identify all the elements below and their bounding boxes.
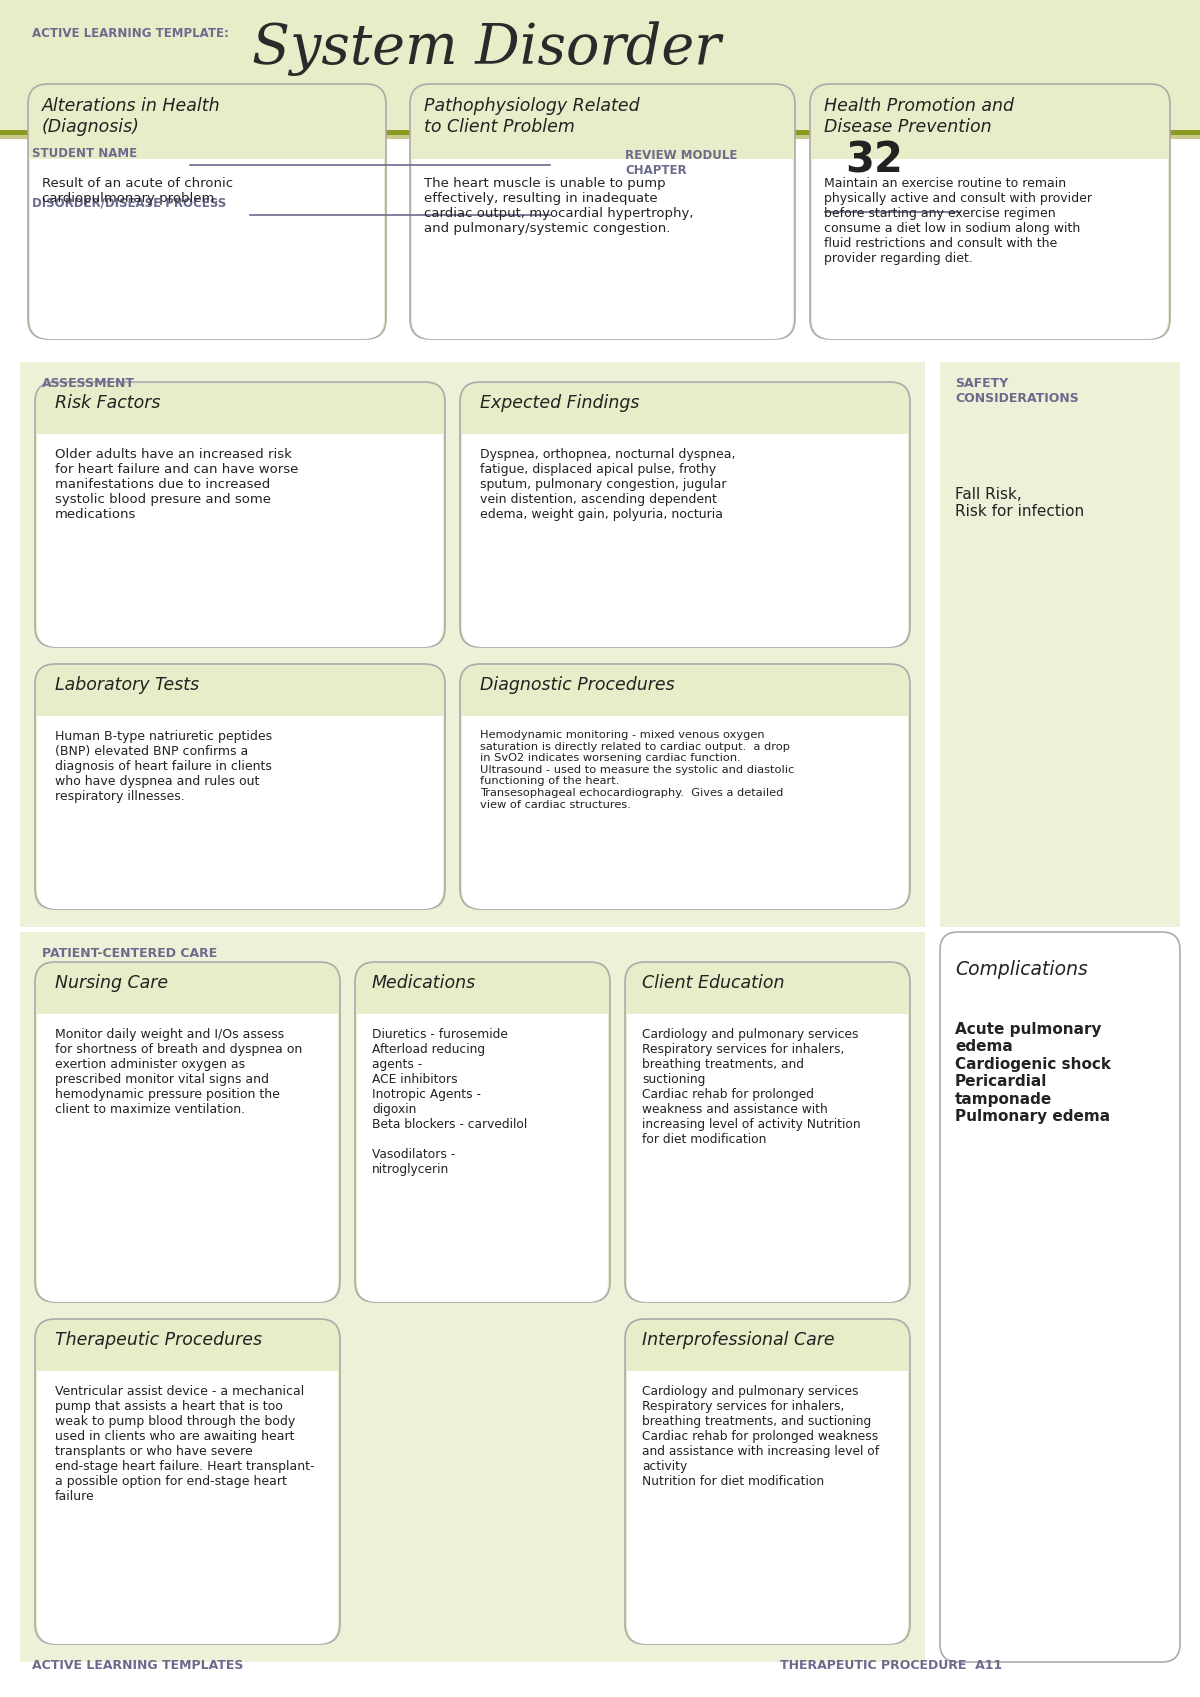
Bar bbox=[462, 716, 908, 738]
Text: ASSESSMENT: ASSESSMENT bbox=[42, 377, 134, 390]
Text: Interprofessional Care: Interprofessional Care bbox=[642, 1330, 835, 1349]
Bar bbox=[358, 1015, 608, 1035]
Bar bbox=[628, 1015, 908, 1035]
FancyBboxPatch shape bbox=[410, 83, 794, 339]
Text: Health Promotion and
Disease Prevention: Health Promotion and Disease Prevention bbox=[824, 97, 1014, 136]
FancyBboxPatch shape bbox=[628, 1371, 908, 1644]
Text: THERAPEUTIC PROCEDURE  A11: THERAPEUTIC PROCEDURE A11 bbox=[780, 1660, 1002, 1672]
FancyBboxPatch shape bbox=[35, 382, 445, 647]
FancyBboxPatch shape bbox=[35, 962, 340, 1302]
Text: Risk Factors: Risk Factors bbox=[55, 394, 161, 412]
Bar bbox=[20, 361, 925, 927]
Text: Ventricular assist device - a mechanical
pump that assists a heart that is too
w: Ventricular assist device - a mechanical… bbox=[55, 1385, 314, 1504]
Text: Fall Risk,
Risk for infection: Fall Risk, Risk for infection bbox=[955, 487, 1084, 519]
Text: Laboratory Tests: Laboratory Tests bbox=[55, 675, 199, 694]
Bar bbox=[462, 434, 908, 456]
FancyBboxPatch shape bbox=[940, 932, 1180, 1661]
FancyBboxPatch shape bbox=[462, 716, 908, 910]
Text: Diagnostic Procedures: Diagnostic Procedures bbox=[480, 675, 674, 694]
FancyBboxPatch shape bbox=[628, 1015, 908, 1302]
Bar bbox=[812, 160, 1168, 182]
Bar bbox=[0, 136, 1200, 139]
Bar bbox=[37, 1015, 338, 1035]
Text: Pathophysiology Related
to Client Problem: Pathophysiology Related to Client Proble… bbox=[424, 97, 640, 136]
Text: Expected Findings: Expected Findings bbox=[480, 394, 640, 412]
Text: Cardiology and pulmonary services
Respiratory services for inhalers,
breathing t: Cardiology and pulmonary services Respir… bbox=[642, 1028, 860, 1145]
Text: Diuretics - furosemide
Afterload reducing
agents -
ACE inhibitors
Inotropic Agen: Diuretics - furosemide Afterload reducin… bbox=[372, 1028, 527, 1176]
Text: Acute pulmonary
edema
Cardiogenic shock
Pericardial
tamponade
Pulmonary edema: Acute pulmonary edema Cardiogenic shock … bbox=[955, 1022, 1111, 1123]
Bar bbox=[30, 160, 384, 182]
FancyBboxPatch shape bbox=[30, 160, 384, 339]
Text: Alterations in Health
(Diagnosis): Alterations in Health (Diagnosis) bbox=[42, 97, 221, 136]
Text: STUDENT NAME: STUDENT NAME bbox=[32, 148, 137, 160]
Text: ACTIVE LEARNING TEMPLATES: ACTIVE LEARNING TEMPLATES bbox=[32, 1660, 244, 1672]
FancyBboxPatch shape bbox=[37, 1371, 338, 1644]
FancyBboxPatch shape bbox=[35, 664, 445, 910]
Text: PATIENT-CENTERED CARE: PATIENT-CENTERED CARE bbox=[42, 947, 217, 961]
FancyBboxPatch shape bbox=[28, 83, 386, 339]
FancyBboxPatch shape bbox=[625, 1319, 910, 1644]
Text: Complications: Complications bbox=[955, 961, 1087, 979]
FancyBboxPatch shape bbox=[37, 1015, 338, 1302]
Text: Medications: Medications bbox=[372, 974, 476, 993]
Bar bbox=[412, 160, 793, 182]
FancyBboxPatch shape bbox=[810, 83, 1170, 339]
Text: Monitor daily weight and I/Os assess
for shortness of breath and dyspnea on
exer: Monitor daily weight and I/Os assess for… bbox=[55, 1028, 302, 1117]
Text: Maintain an exercise routine to remain
physically active and consult with provid: Maintain an exercise routine to remain p… bbox=[824, 176, 1092, 265]
FancyBboxPatch shape bbox=[812, 160, 1168, 339]
Text: Older adults have an increased risk
for heart failure and can have worse
manifes: Older adults have an increased risk for … bbox=[55, 448, 299, 521]
FancyBboxPatch shape bbox=[35, 1319, 340, 1644]
Text: Client Education: Client Education bbox=[642, 974, 785, 993]
Text: The heart muscle is unable to pump
effectively, resulting in inadequate
cardiac : The heart muscle is unable to pump effec… bbox=[424, 176, 694, 234]
Text: Therapeutic Procedures: Therapeutic Procedures bbox=[55, 1330, 262, 1349]
Text: ACTIVE LEARNING TEMPLATE:: ACTIVE LEARNING TEMPLATE: bbox=[32, 27, 229, 41]
FancyBboxPatch shape bbox=[37, 716, 443, 910]
Bar bbox=[37, 1371, 338, 1393]
FancyBboxPatch shape bbox=[355, 962, 610, 1302]
FancyBboxPatch shape bbox=[37, 434, 443, 647]
Bar bbox=[628, 1371, 908, 1393]
Text: System Disorder: System Disorder bbox=[252, 20, 721, 76]
Bar bbox=[0, 129, 1200, 136]
Bar bbox=[940, 361, 1180, 927]
Text: DISORDER/DISEASE PROCESS: DISORDER/DISEASE PROCESS bbox=[32, 197, 227, 210]
Text: 32: 32 bbox=[845, 139, 902, 182]
FancyBboxPatch shape bbox=[358, 1015, 608, 1302]
Bar bbox=[37, 434, 443, 456]
Bar bbox=[37, 716, 443, 738]
Text: REVIEW MODULE
CHAPTER: REVIEW MODULE CHAPTER bbox=[625, 149, 737, 176]
Text: SAFETY
CONSIDERATIONS: SAFETY CONSIDERATIONS bbox=[955, 377, 1079, 406]
Text: Dyspnea, orthopnea, nocturnal dyspnea,
fatigue, displaced apical pulse, frothy
s: Dyspnea, orthopnea, nocturnal dyspnea, f… bbox=[480, 448, 736, 521]
FancyBboxPatch shape bbox=[625, 962, 910, 1302]
Text: Result of an acute of chronic
cardiopulmonary problem.: Result of an acute of chronic cardiopulm… bbox=[42, 176, 233, 205]
FancyBboxPatch shape bbox=[460, 382, 910, 647]
FancyBboxPatch shape bbox=[412, 160, 793, 339]
FancyBboxPatch shape bbox=[462, 434, 908, 647]
Bar bbox=[20, 932, 925, 1661]
Bar bbox=[0, 0, 1200, 131]
Text: Human B-type natriuretic peptides
(BNP) elevated BNP confirms a
diagnosis of hea: Human B-type natriuretic peptides (BNP) … bbox=[55, 730, 272, 803]
Text: Nursing Care: Nursing Care bbox=[55, 974, 168, 993]
FancyBboxPatch shape bbox=[460, 664, 910, 910]
Text: Hemodynamic monitoring - mixed venous oxygen
saturation is directly related to c: Hemodynamic monitoring - mixed venous ox… bbox=[480, 730, 794, 809]
Text: Cardiology and pulmonary services
Respiratory services for inhalers,
breathing t: Cardiology and pulmonary services Respir… bbox=[642, 1385, 880, 1488]
